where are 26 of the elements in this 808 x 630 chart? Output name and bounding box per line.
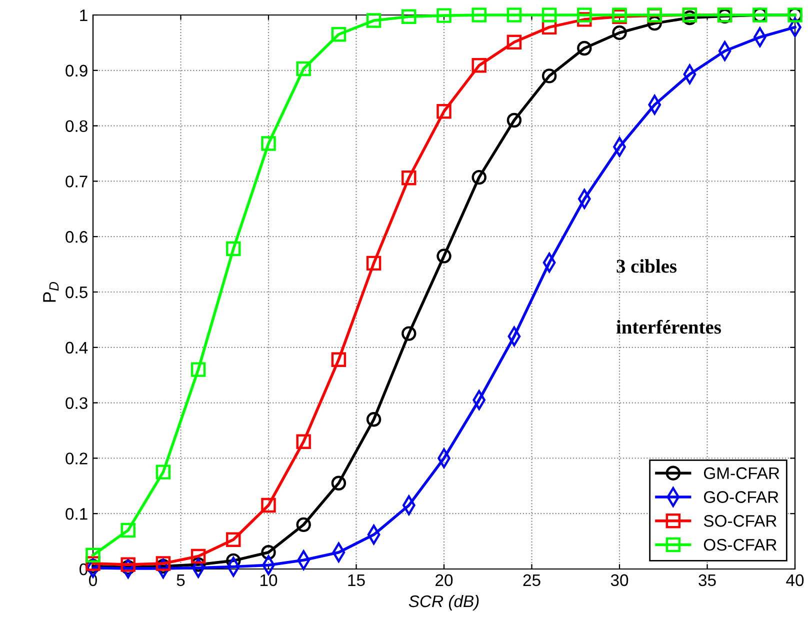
x-tick-label: 30 <box>610 574 628 586</box>
y-tick-label: 0.9 <box>66 64 88 77</box>
y-axis-title: P$_{D}$ <box>43 282 59 302</box>
legend-label: GM-CFAR <box>704 467 780 480</box>
x-tick-label: 35 <box>698 574 716 586</box>
x-axis-title: SCR (dB) <box>408 594 479 610</box>
y-tick-label: 0.7 <box>66 176 88 188</box>
x-tick-label: 5 <box>176 574 185 586</box>
x-tick-label: 15 <box>348 574 365 586</box>
x-tick-label: 20 <box>436 574 453 586</box>
legend-label: OS-CFAR <box>704 538 776 551</box>
y-tick-label: 0.8 <box>66 120 88 132</box>
annotation: 3 cibles <box>616 259 677 273</box>
annotation: interférentes <box>616 320 721 334</box>
y-tick-label: 0.6 <box>66 231 88 243</box>
y-tick-label: 0.1 <box>66 508 88 520</box>
x-tick-label: 25 <box>523 574 540 586</box>
y-tick-label: 0.5 <box>66 286 88 298</box>
x-tick-label: 10 <box>260 574 278 586</box>
y-tick-label: 0.2 <box>66 452 88 464</box>
y-tick-label: 1 <box>80 10 88 22</box>
x-tick-label: 40 <box>786 574 804 586</box>
legend-label: SO-CFAR <box>704 515 776 527</box>
legend-label: GO-CFAR <box>704 491 778 503</box>
y-tick-label: 0.3 <box>66 397 88 410</box>
y-tick-label: 0.4 <box>66 342 88 354</box>
